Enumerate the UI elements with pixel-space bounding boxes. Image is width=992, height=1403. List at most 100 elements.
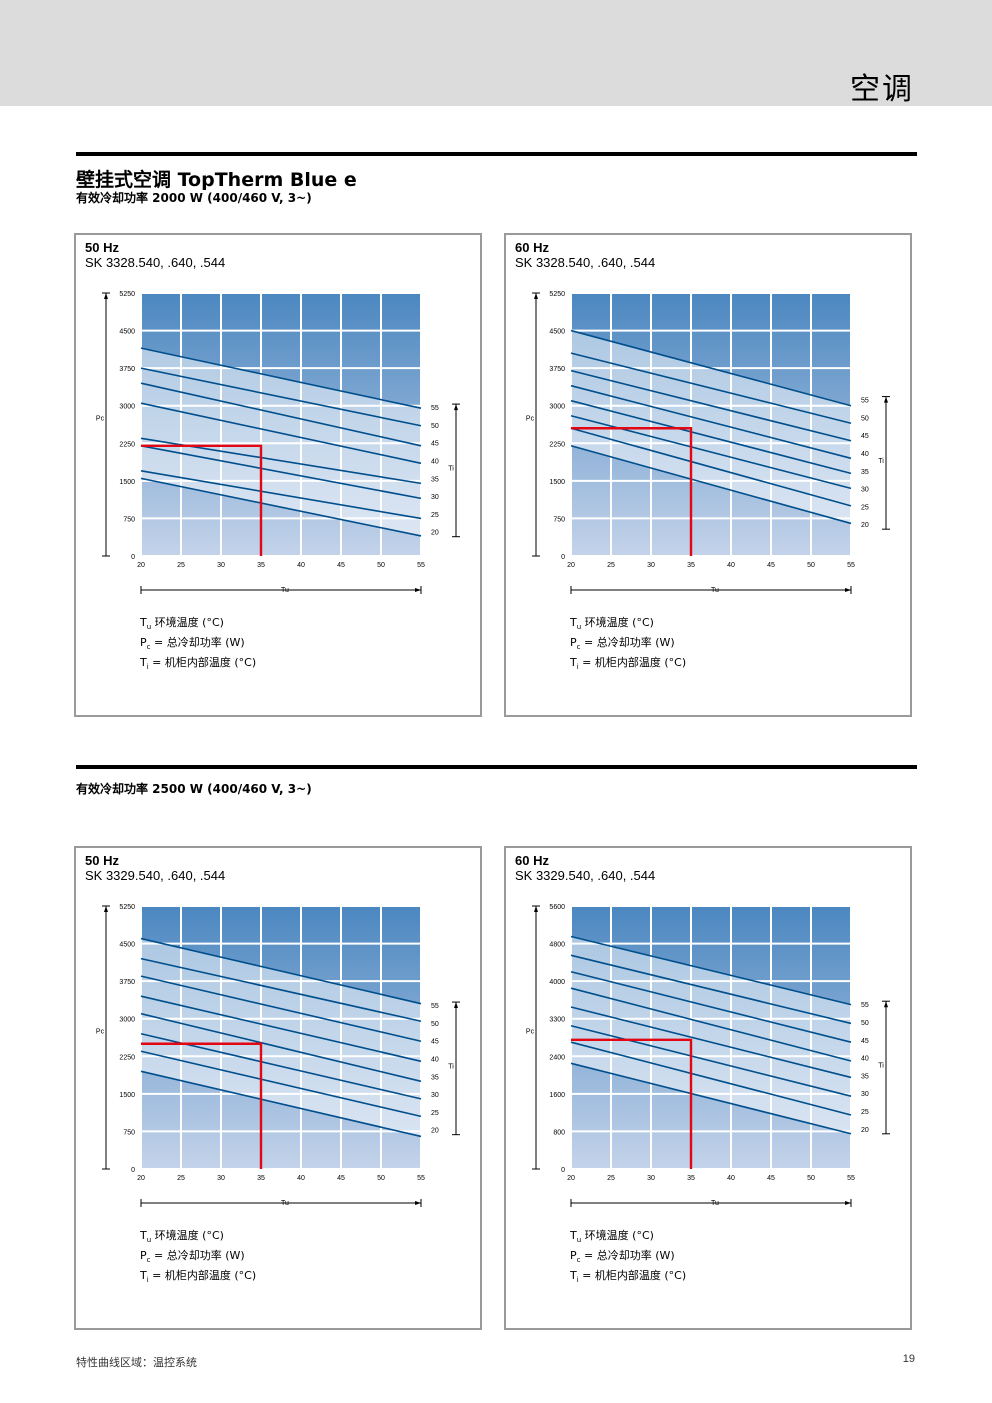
x-tick-label: 50: [377, 1175, 385, 1182]
series-line: [570, 970, 852, 1043]
y-tick-label: 800: [553, 1129, 565, 1136]
y-tick-label: 3750: [119, 366, 135, 373]
title-rule-2: [76, 765, 917, 769]
legend-pc: Pc = 总冷却功率 (W): [140, 636, 245, 652]
page-title: 壁挂式空调 TopTherm Blue e: [76, 169, 357, 191]
y-tick-label: 1500: [119, 1092, 135, 1099]
ti-label: 40: [431, 1056, 439, 1063]
x-tick-label: 25: [607, 1175, 615, 1182]
operating-band: [571, 330, 851, 524]
model-label: SK 3328.540, .640, .544: [85, 255, 226, 270]
x-tick-label: 35: [687, 1175, 695, 1182]
x-tick-label: 55: [417, 562, 425, 569]
series-line: [570, 935, 852, 1006]
y-tick-label: 2250: [119, 1054, 135, 1061]
y-tick-label: 1500: [119, 479, 135, 486]
ti-axis-label: Ti: [878, 1063, 884, 1070]
ti-axis-label: Ti: [878, 458, 884, 465]
chart-legend: Tu 环境温度 (°C) Pc = 总冷却功率 (W) Ti = 机柜内部温度 …: [570, 615, 686, 676]
ti-label: 40: [861, 451, 869, 458]
y-tick-label: 5250: [119, 291, 135, 298]
ti-axis-label: Ti: [448, 1063, 454, 1070]
series-line: [140, 975, 422, 1043]
x-axis-label: Tu: [711, 1200, 719, 1207]
y-axis-label: Pc: [96, 1029, 105, 1036]
y-tick-label: 4800: [549, 942, 565, 949]
series-line: [570, 445, 852, 525]
x-tick-label: 30: [647, 562, 655, 569]
page-number: 19: [902, 1353, 915, 1365]
series-line: [140, 382, 422, 447]
y-tick-label: 1600: [549, 1092, 565, 1099]
series-line: [140, 445, 422, 500]
x-axis-arrow: [415, 588, 421, 592]
x-tick-label: 55: [847, 562, 855, 569]
ti-label: 35: [861, 1073, 869, 1080]
series-line: [140, 995, 422, 1063]
y-tick-label: 750: [553, 516, 565, 523]
y-tick-label: 1500: [549, 479, 565, 486]
ti-label: 45: [431, 1039, 439, 1046]
y-tick-label: 5250: [119, 904, 135, 911]
x-tick-label: 20: [567, 562, 575, 569]
chart-panel-1: 50 Hz SK 3328.540, .640, .544 0 750 1500 22…: [74, 233, 482, 717]
y-tick-label: 750: [123, 1129, 135, 1136]
ti-label: 20: [861, 1127, 869, 1134]
characteristic-chart: 0 750 1500 2250 3000 3750 4500 5250 20 25 30 35 40 45…: [96, 904, 460, 1207]
ti-label: 30: [861, 1091, 869, 1098]
ti-label: 45: [861, 433, 869, 440]
operating-point-marker: [571, 427, 693, 556]
y-tick-label: 2250: [549, 441, 565, 448]
y-tick-label: 5600: [549, 904, 565, 911]
y-axis-arrow: [534, 293, 538, 299]
operating-point-marker: [141, 444, 263, 556]
ti-label: 35: [861, 469, 869, 476]
operating-point-marker: [571, 1038, 693, 1169]
ti-label: 45: [431, 441, 439, 448]
y-tick-label: 4500: [119, 329, 135, 336]
ti-label: 25: [431, 512, 439, 519]
series-line: [140, 1070, 422, 1138]
model-label: SK 3328.540, .640, .544: [515, 255, 656, 270]
model-label: SK 3329.540, .640, .544: [515, 868, 656, 883]
y-axis-arrow: [104, 906, 108, 912]
series-line: [570, 1024, 852, 1097]
ti-label: 50: [431, 1021, 439, 1028]
series-line: [140, 477, 422, 537]
ti-label: 50: [861, 415, 869, 422]
y-axis-label: Pc: [96, 416, 105, 423]
chart-panel-4: 60 Hz SK 3329.540, .640, .544 0 800 1600 24…: [504, 846, 912, 1330]
series-line: [570, 329, 852, 407]
x-tick-label: 35: [257, 562, 265, 569]
y-tick-label: 0: [561, 1167, 565, 1174]
operating-point-marker: [141, 1042, 263, 1169]
ti-label: 20: [431, 1128, 439, 1135]
operating-band: [571, 936, 851, 1134]
ti-label: 45: [861, 1038, 869, 1045]
x-tick-label: 40: [727, 562, 735, 569]
x-tick-label: 20: [137, 562, 145, 569]
x-tick-label: 55: [847, 1175, 855, 1182]
ti-label: 55: [861, 1002, 869, 1009]
x-tick-label: 30: [217, 1175, 225, 1182]
series-line: [570, 1062, 852, 1135]
x-tick-label: 20: [137, 1175, 145, 1182]
chart-panel-2: 60 Hz SK 3328.540, .640, .544 0 750 1500 22…: [504, 233, 912, 717]
series-line: [570, 954, 852, 1025]
y-tick-label: 4000: [549, 979, 565, 986]
ti-label: 35: [431, 476, 439, 483]
y-tick-label: 0: [561, 554, 565, 561]
y-tick-label: 2400: [549, 1054, 565, 1061]
series-line: [570, 352, 852, 425]
subtitle-2000w: 有效冷却功率 2000 W (400/460 V, 3~): [76, 191, 312, 205]
x-tick-label: 45: [337, 1175, 345, 1182]
ti-label: 55: [431, 405, 439, 412]
chart-panel-3: 50 Hz SK 3329.540, .640, .544 0 750 1500 22…: [74, 846, 482, 1330]
y-tick-label: 4500: [119, 942, 135, 949]
footer-text: 特性曲线区域：温控系统: [76, 1356, 197, 1369]
y-tick-label: 3300: [549, 1017, 565, 1024]
x-tick-label: 50: [807, 1175, 815, 1182]
subtitle-2500w: 有效冷却功率 2500 W (400/460 V, 3~): [76, 782, 312, 796]
x-tick-label: 50: [807, 562, 815, 569]
legend-ti: Ti = 机柜内部温度 (°C): [140, 656, 257, 672]
